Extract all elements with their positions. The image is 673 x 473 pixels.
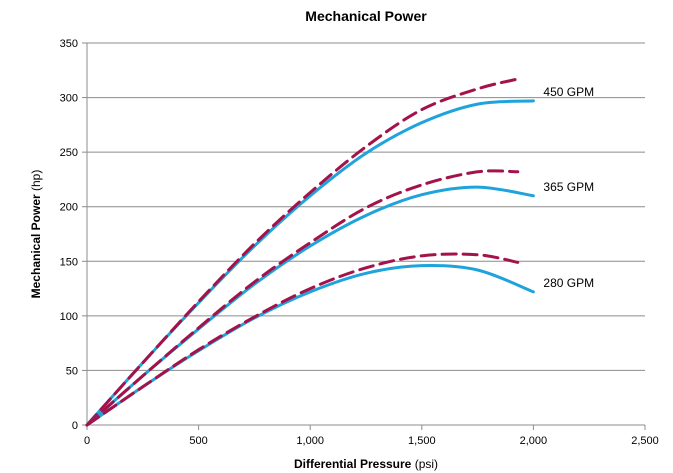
- x-tick-label-1000: 1,000: [296, 435, 324, 447]
- y-tick-label-150: 150: [60, 256, 78, 268]
- series-5-dashed-line: [85, 252, 520, 427]
- x-tick-label-2500: 2,500: [631, 435, 659, 447]
- x-axis-ticks: 0 500 1,000 1,500 2,000 2,500: [84, 425, 659, 447]
- x-tick-label-500: 500: [189, 435, 207, 447]
- y-tick-label-300: 300: [60, 93, 78, 105]
- series-1-dashed-line: [85, 77, 520, 427]
- 365-gpm-solid-line: [85, 185, 535, 427]
- y-axis-title: Mechanical Power (hp): [29, 170, 43, 299]
- series-3-dashed-line: [85, 169, 520, 427]
- chart-title: Mechanical Power: [305, 8, 427, 24]
- 280-gpm-label: 280 GPM: [543, 276, 594, 290]
- 365-gpm-label: 365 GPM: [543, 180, 594, 194]
- x-tick-label-1500: 1,500: [408, 435, 436, 447]
- y-axis-title-main: Mechanical Power: [29, 194, 43, 298]
- 280-gpm-solid-line: [85, 263, 535, 427]
- y-tick-label-100: 100: [60, 311, 78, 323]
- y-axis-title-unit: (hp): [29, 170, 43, 195]
- y-tick-label-0: 0: [72, 420, 78, 432]
- x-axis-title: Differential Pressure (psi): [294, 457, 438, 471]
- y-tick-label-250: 250: [60, 147, 78, 159]
- y-tick-label-50: 50: [66, 365, 78, 377]
- 450-gpm-solid-line: [85, 99, 535, 427]
- x-tick-label-0: 0: [84, 435, 90, 447]
- 450-gpm-label: 450 GPM: [543, 85, 594, 99]
- y-tick-label-200: 200: [60, 202, 78, 214]
- x-axis-title-main: Differential Pressure: [294, 457, 412, 471]
- y-tick-label-350: 350: [60, 38, 78, 50]
- series-labels: 450 GPM 365 GPM 280 GPM: [543, 85, 594, 290]
- data-series: [85, 77, 535, 427]
- x-axis-title-unit: (psi): [411, 457, 438, 471]
- x-tick-label-2000: 2,000: [520, 435, 548, 447]
- y-axis-ticks: 0 50 100 150 200 250 300 350: [60, 38, 87, 432]
